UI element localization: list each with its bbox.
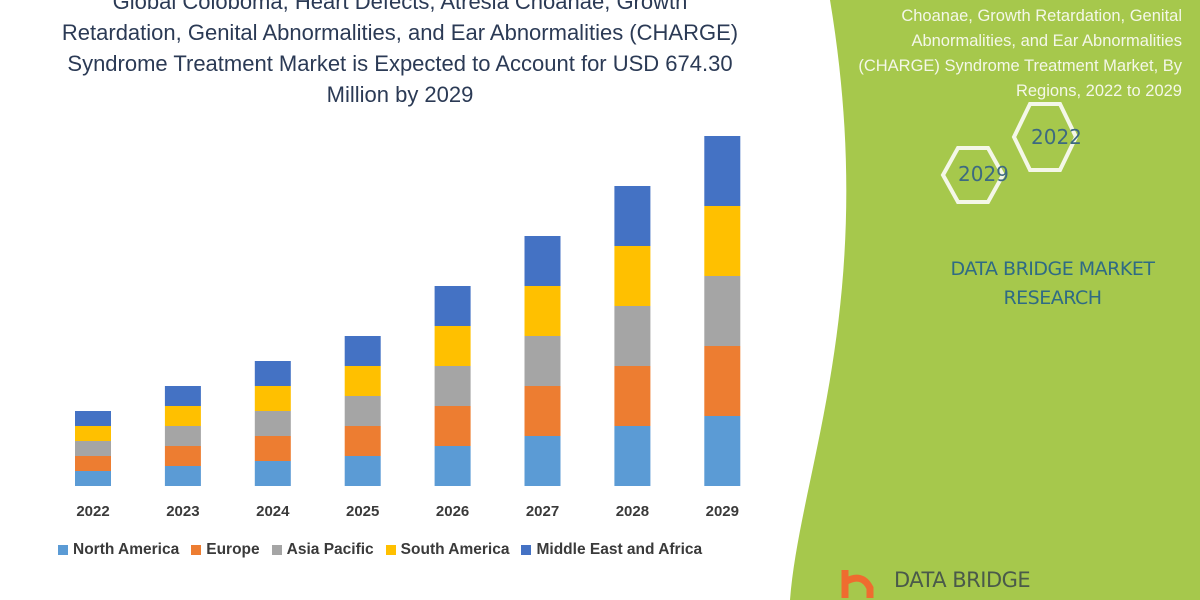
side-title-line: Abnormalities, and Ear Abnormalities bbox=[911, 32, 1182, 50]
hexagon-end bbox=[940, 146, 1006, 204]
x-tick-label: 2024 bbox=[256, 503, 290, 520]
legend-label: South America bbox=[400, 541, 510, 558]
bar-segment-2027-south-america bbox=[524, 286, 561, 336]
bar-segment-2027-north-america bbox=[524, 436, 561, 486]
x-tick-label: 2022 bbox=[76, 503, 110, 520]
hexagon-start-label: 2022 bbox=[1031, 125, 1082, 149]
bar-segment-2024-south-america bbox=[254, 386, 291, 411]
x-tick-label: 2023 bbox=[166, 503, 200, 520]
side-title-line: (CHARGE) Syndrome Treatment Market, By bbox=[858, 57, 1182, 75]
bar-segment-2024-europe bbox=[254, 436, 291, 461]
bar-segment-2027-middle-east-and-africa bbox=[524, 236, 561, 286]
title-line: Million by 2029 bbox=[326, 82, 474, 107]
stacked-bars bbox=[75, 136, 741, 486]
bar-segment-2029-middle-east-and-africa bbox=[704, 136, 741, 206]
bar-segment-2025-south-america bbox=[344, 366, 381, 396]
green-panel bbox=[790, 0, 1200, 600]
bar-segment-2025-north-america bbox=[344, 456, 381, 486]
bar-segment-2022-south-america bbox=[75, 426, 111, 441]
legend-item: Europe bbox=[191, 541, 260, 559]
x-tick-label: 2028 bbox=[615, 503, 650, 520]
legend-swatch bbox=[385, 545, 396, 555]
bar-segment-2024-middle-east-and-africa bbox=[254, 361, 291, 386]
legend-swatch bbox=[271, 545, 282, 555]
side-title-line: Regions, 2022 to 2029 bbox=[1015, 82, 1182, 100]
x-tick-label: 2025 bbox=[346, 503, 380, 520]
bar-segment-2024-asia-pacific bbox=[254, 411, 291, 436]
bar-segment-2025-middle-east-and-africa bbox=[344, 336, 381, 366]
legend-swatch bbox=[191, 545, 202, 555]
bar-segment-2025-europe bbox=[344, 426, 381, 456]
bar-segment-2028-europe bbox=[614, 366, 651, 426]
bar-segment-2023-europe bbox=[164, 446, 201, 466]
side-title: Choanae, Growth Retardation, Genital Abn… bbox=[742, 4, 1182, 104]
bar-segment-2023-south-america bbox=[164, 406, 201, 426]
legend-item: North America bbox=[58, 541, 179, 559]
bar-segment-2028-south-america bbox=[614, 246, 651, 306]
bar-segment-2027-europe bbox=[524, 386, 561, 436]
title-line: Syndrome Treatment Market is Expected to… bbox=[67, 51, 733, 76]
legend-label: North America bbox=[73, 541, 180, 558]
bar-segment-2022-asia-pacific bbox=[75, 441, 111, 456]
bar-segment-2029-north-america bbox=[704, 416, 741, 486]
brand-line: RESEARCH bbox=[1003, 287, 1102, 309]
bar-segment-2026-north-america bbox=[434, 446, 471, 486]
hexagon-end-label: 2029 bbox=[958, 162, 1009, 186]
logo-icon bbox=[841, 570, 874, 598]
bar-segment-2024-north-america bbox=[254, 461, 291, 486]
x-tick-label: 2029 bbox=[705, 503, 739, 520]
title-line: Retardation, Genital Abnormalities, and … bbox=[61, 20, 739, 45]
bar-segment-2029-asia-pacific bbox=[704, 276, 741, 346]
bar-segment-2027-asia-pacific bbox=[524, 336, 561, 386]
legend-item: Asia Pacific bbox=[271, 541, 374, 559]
legend-label: Middle East and Africa bbox=[536, 541, 703, 558]
logo-text: DATA BRIDGE bbox=[894, 568, 1031, 592]
bar-segment-2028-middle-east-and-africa bbox=[614, 186, 651, 246]
title-line: Global Coloboma, Heart Defects, Atresia … bbox=[112, 0, 688, 14]
bar-segment-2023-middle-east-and-africa bbox=[164, 386, 201, 406]
brand-line: DATA BRIDGE MARKET bbox=[950, 258, 1155, 280]
bar-segment-2026-europe bbox=[434, 406, 471, 446]
legend-label: Asia Pacific bbox=[286, 541, 374, 558]
bar-segment-2028-north-america bbox=[614, 426, 651, 486]
bar-segment-2029-south-america bbox=[704, 206, 741, 276]
legend-swatch bbox=[521, 545, 532, 555]
bar-segment-2022-europe bbox=[75, 456, 111, 471]
bar-segment-2022-north-america bbox=[75, 471, 111, 486]
x-tick-label: 2027 bbox=[525, 503, 560, 520]
legend-swatch bbox=[58, 545, 68, 555]
chart-legend: North America Europe Asia Pacific South Ame… bbox=[58, 541, 702, 559]
legend-label: Europe bbox=[206, 541, 260, 558]
hexagon-start bbox=[1011, 102, 1079, 172]
bar-segment-2022-middle-east-and-africa bbox=[75, 411, 111, 426]
page-title: Global Coloboma, Heart Defects, Atresia … bbox=[20, 0, 780, 110]
bar-segment-2025-asia-pacific bbox=[344, 396, 381, 426]
legend-item: South America bbox=[385, 541, 510, 559]
bar-segment-2026-south-america bbox=[434, 326, 471, 366]
side-title-line: Choanae, Growth Retardation, Genital bbox=[901, 7, 1182, 25]
bar-segment-2026-middle-east-and-africa bbox=[434, 286, 471, 326]
bar-segment-2023-north-america bbox=[164, 466, 201, 486]
legend-item: Middle East and Africa bbox=[521, 541, 702, 559]
brand-name: DATA BRIDGE MARKET RESEARCH bbox=[920, 255, 1185, 313]
x-tick-label: 2026 bbox=[435, 503, 470, 520]
bar-segment-2029-europe bbox=[704, 346, 741, 416]
bar-segment-2023-asia-pacific bbox=[164, 426, 201, 446]
bar-segment-2026-asia-pacific bbox=[434, 366, 471, 406]
bar-segment-2028-asia-pacific bbox=[614, 306, 651, 366]
